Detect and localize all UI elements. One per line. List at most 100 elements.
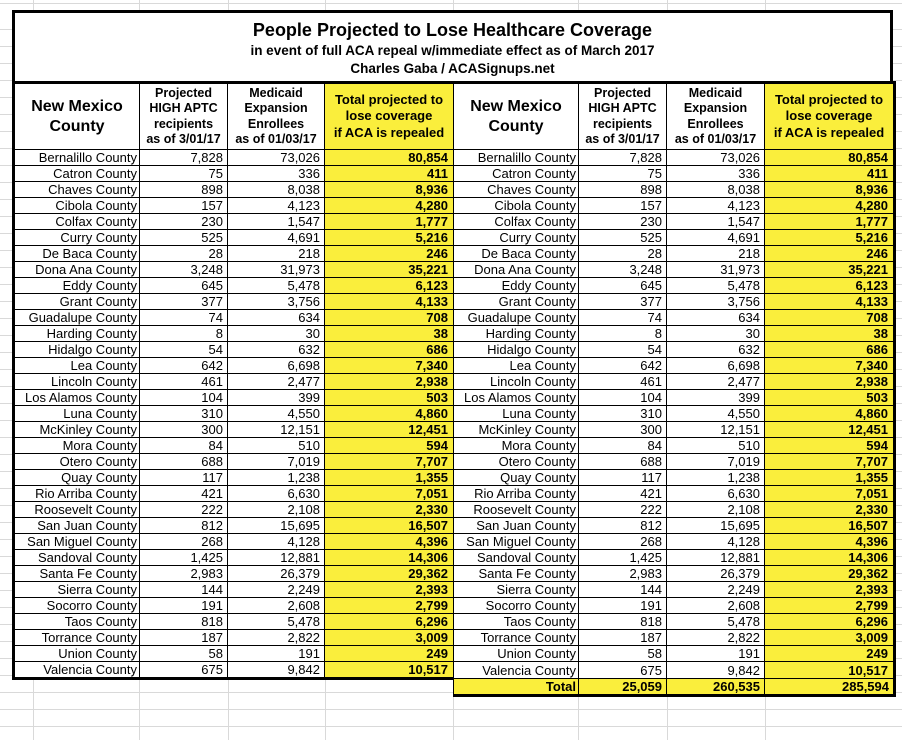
county-cell: Lea County: [453, 357, 579, 374]
county-cell: San Juan County: [453, 517, 579, 534]
aptc-cell: 75: [139, 165, 228, 182]
column-header-county-right: New Mexico County: [453, 81, 579, 150]
aptc-cell: 645: [578, 277, 667, 294]
aptc-cell: 812: [139, 517, 228, 534]
medicaid-cell: 6,698: [227, 357, 325, 374]
medicaid-cell: 7,019: [666, 453, 765, 470]
table-row: Chaves County 898 8,038 8,936 Chaves County 8…: [12, 181, 896, 198]
aptc-cell: 3,248: [139, 261, 228, 278]
medicaid-cell: 12,881: [666, 549, 765, 566]
total-cell: 2,799: [764, 597, 896, 614]
aptc-cell: 898: [578, 181, 667, 198]
aptc-cell: 818: [139, 613, 228, 630]
medicaid-cell: 2,477: [666, 373, 765, 390]
medicaid-cell: 73,026: [227, 149, 325, 166]
total-cell: 1,777: [764, 213, 896, 230]
total-cell: 1,355: [764, 469, 896, 486]
table-row: Los Alamos County 104 399 503 Los Alamos Cou…: [12, 389, 896, 406]
aptc-cell: 461: [578, 373, 667, 390]
aptc-cell: 74: [578, 309, 667, 326]
medicaid-cell: 399: [227, 389, 325, 406]
medicaid-cell: 73,026: [666, 149, 765, 166]
medicaid-cell: 26,379: [227, 565, 325, 582]
total-cell: 686: [764, 341, 896, 358]
table-row: Sandoval County 1,425 12,881 14,306 Sandoval…: [12, 549, 896, 566]
aptc-cell: 8: [578, 325, 667, 342]
county-cell: San Juan County: [12, 517, 140, 534]
total-cell: 7,051: [324, 485, 454, 502]
total-cell: 7,051: [764, 485, 896, 502]
aptc-cell: 187: [578, 629, 667, 646]
total-cell: 2,330: [764, 501, 896, 518]
medicaid-cell: 2,477: [227, 373, 325, 390]
medicaid-cell: 632: [227, 341, 325, 358]
medicaid-cell: 8,038: [227, 181, 325, 198]
total-cell: 503: [324, 389, 454, 406]
aptc-cell: 525: [139, 229, 228, 246]
medicaid-cell: 634: [666, 309, 765, 326]
aptc-cell: 28: [139, 245, 228, 262]
aptc-cell: 157: [578, 197, 667, 214]
table-row: Otero County 688 7,019 7,707 Otero County 688…: [12, 453, 896, 470]
total-cell: 29,362: [764, 565, 896, 582]
table-row: Valencia County 675 9,842 10,517 Valencia Co…: [12, 661, 896, 680]
medicaid-cell: 7,019: [227, 453, 325, 470]
table-row: Grant County 377 3,756 4,133 Grant County 377…: [12, 293, 896, 310]
total-cell: 2,393: [764, 581, 896, 598]
table-title: People Projected to Lose Healthcare Cove…: [252, 20, 653, 40]
medicaid-cell: 1,238: [227, 469, 325, 486]
aptc-cell: 58: [578, 645, 667, 662]
county-cell: Grant County: [453, 293, 579, 310]
aptc-cell: 1,425: [578, 549, 667, 566]
total-cell: 8,936: [764, 181, 896, 198]
aptc-cell: 54: [578, 341, 667, 358]
aptc-cell: 54: [139, 341, 228, 358]
total-cell: 4,280: [324, 197, 454, 214]
total-cell: 4,280: [764, 197, 896, 214]
aptc-cell: 58: [139, 645, 228, 662]
aptc-cell: 310: [139, 405, 228, 422]
medicaid-cell: 2,108: [227, 501, 325, 518]
total-cell: 4,860: [764, 405, 896, 422]
county-cell: Colfax County: [12, 213, 140, 230]
total-cell: 249: [324, 645, 454, 662]
county-cell: Luna County: [453, 405, 579, 422]
medicaid-cell: 2,108: [666, 501, 765, 518]
medicaid-cell: 336: [666, 165, 765, 182]
county-cell: Sandoval County: [453, 549, 579, 566]
grand-total-value: 25,059: [578, 678, 667, 697]
total-cell: 503: [764, 389, 896, 406]
medicaid-cell: 8,038: [666, 181, 765, 198]
county-cell: Union County: [453, 645, 579, 662]
total-cell: 29,362: [324, 565, 454, 582]
medicaid-cell: 30: [227, 325, 325, 342]
county-cell: Curry County: [12, 229, 140, 246]
county-cell: Sierra County: [12, 581, 140, 598]
total-cell: 14,306: [324, 549, 454, 566]
coverage-table: People Projected to Lose Healthcare Cove…: [12, 10, 896, 697]
aptc-cell: 222: [139, 501, 228, 518]
county-cell: Torrance County: [12, 629, 140, 646]
table-row: Quay County 117 1,238 1,355 Quay County 117 1,…: [12, 469, 896, 486]
table-attribution: Charles Gaba / ACASignups.net: [350, 61, 555, 76]
medicaid-cell: 510: [227, 437, 325, 454]
table-row: Roosevelt County 222 2,108 2,330 Roosevelt C…: [12, 501, 896, 518]
county-cell: Valencia County: [12, 661, 140, 680]
medicaid-cell: 12,151: [666, 421, 765, 438]
table-row: Mora County 84 510 594 Mora County 84 510 594: [12, 437, 896, 454]
table-row: San Miguel County 268 4,128 4,396 San Miguel…: [12, 533, 896, 550]
medicaid-cell: 191: [227, 645, 325, 662]
county-cell: Torrance County: [453, 629, 579, 646]
table-row: Hidalgo County 54 632 686 Hidalgo County 54 63…: [12, 341, 896, 358]
table-row: Lea County 642 6,698 7,340 Lea County 642 6,69…: [12, 357, 896, 374]
aptc-cell: 7,828: [578, 149, 667, 166]
medicaid-cell: 5,478: [227, 277, 325, 294]
county-cell: Los Alamos County: [453, 389, 579, 406]
medicaid-cell: 2,249: [227, 581, 325, 598]
aptc-cell: 421: [578, 485, 667, 502]
table-row: Cibola County 157 4,123 4,280 Cibola County 1…: [12, 197, 896, 214]
aptc-cell: 812: [578, 517, 667, 534]
total-cell: 708: [764, 309, 896, 326]
table-title-block: People Projected to Lose Healthcare Cove…: [12, 10, 893, 81]
county-cell: McKinley County: [453, 421, 579, 438]
